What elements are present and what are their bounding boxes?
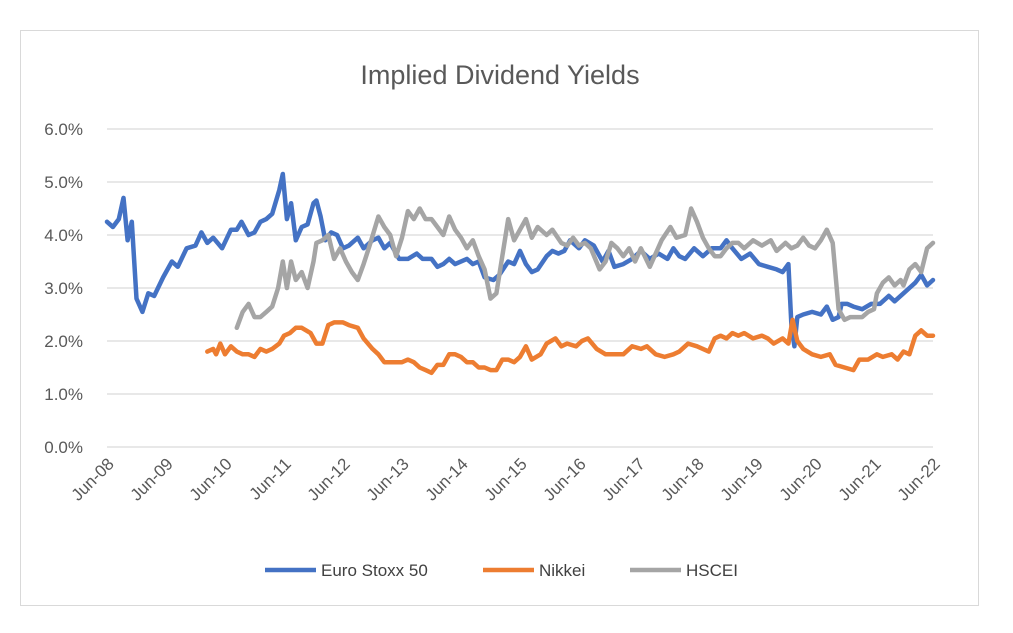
y-tick-label: 0.0% <box>44 438 83 457</box>
x-tick-label: Jun-17 <box>599 454 649 504</box>
x-tick-label: Jun-09 <box>127 454 177 504</box>
x-tick-label: Jun-22 <box>894 454 944 504</box>
legend: Euro Stoxx 50 Nikkei HSCEI <box>265 561 738 580</box>
series-line-nikkei <box>205 317 936 376</box>
y-tick-label: 1.0% <box>44 385 83 404</box>
x-tick-label: Jun-15 <box>481 454 531 504</box>
series-line-euro-stoxx-50 <box>104 171 936 349</box>
x-tick-label: Jun-08 <box>68 454 118 504</box>
x-tick-label: Jun-20 <box>776 454 826 504</box>
legend-label: Nikkei <box>539 561 585 580</box>
chart-title: Implied Dividend Yields <box>360 60 639 90</box>
x-tick-label: Jun-10 <box>186 454 236 504</box>
y-tick-label: 5.0% <box>44 173 83 192</box>
x-tick-label: Jun-16 <box>540 454 590 504</box>
x-tick-label: Jun-12 <box>304 454 354 504</box>
series-lines <box>104 171 936 376</box>
legend-label: Euro Stoxx 50 <box>321 561 428 580</box>
x-tick-label: Jun-14 <box>422 454 472 504</box>
series-line-hscei <box>234 206 936 331</box>
x-tick-label: Jun-19 <box>717 454 767 504</box>
y-tick-label: 3.0% <box>44 279 83 298</box>
gridlines <box>107 128 933 448</box>
y-tick-label: 2.0% <box>44 332 83 351</box>
legend-label: HSCEI <box>686 561 738 580</box>
x-tick-label: Jun-11 <box>246 454 295 503</box>
x-tick-label: Jun-13 <box>363 454 413 504</box>
x-tick-label: Jun-21 <box>835 454 885 504</box>
y-tick-label: 4.0% <box>44 226 83 245</box>
y-tick-label: 6.0% <box>44 120 83 139</box>
x-axis-ticks: Jun-08 Jun-09 Jun-10 Jun-11 Jun-12 Jun-13 Jun-… <box>68 454 944 504</box>
y-axis-ticks: 0.0% 1.0% 2.0% 3.0% 4.0% 5.0% 6.0% <box>44 120 83 457</box>
x-tick-label: Jun-18 <box>658 454 708 504</box>
chart-frame <box>20 30 979 606</box>
